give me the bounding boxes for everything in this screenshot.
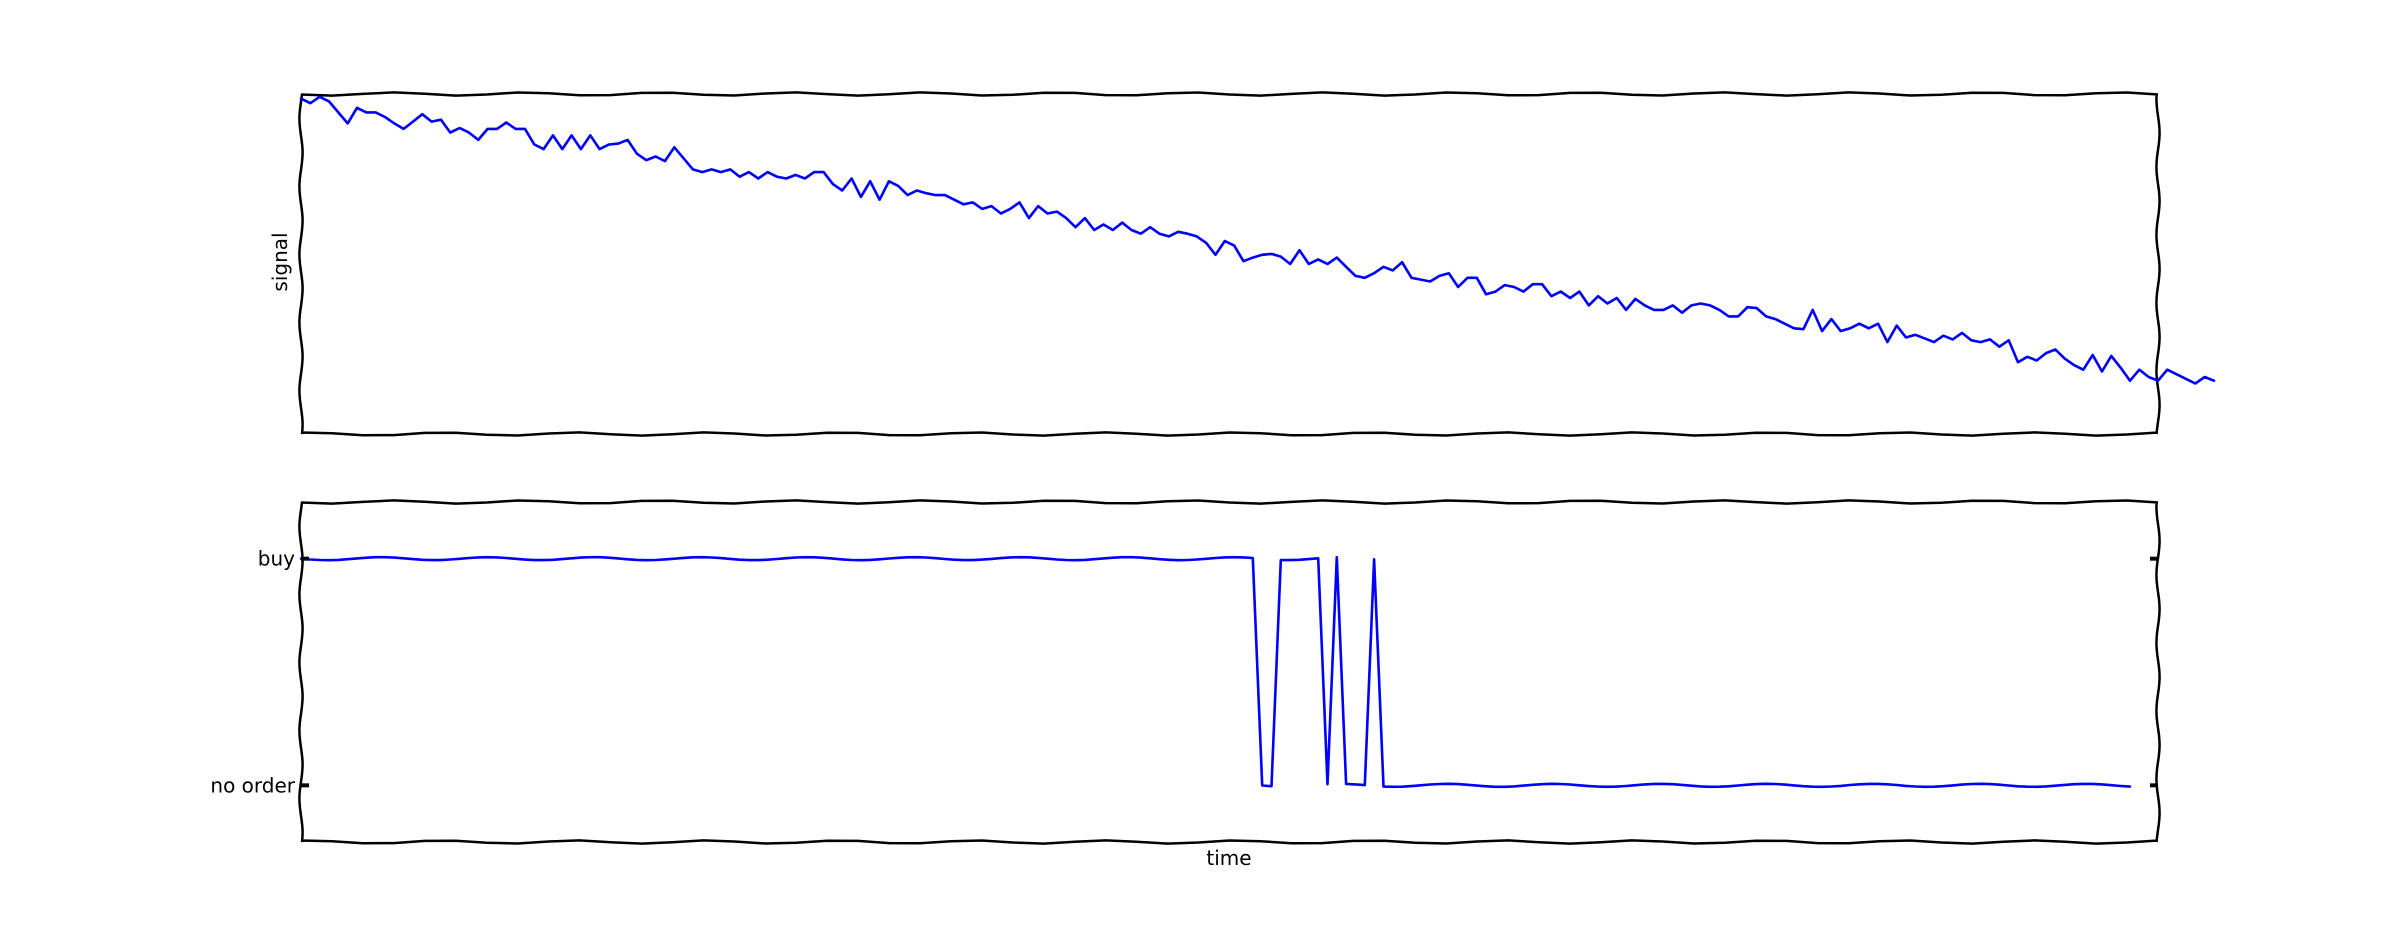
time-axis-label: time [1206,846,1251,870]
y-tick-label-no-order: no order [210,773,295,797]
signal-plot-frame [298,91,2161,437]
signal-panel: signal [268,91,2216,437]
order-plot-frame [298,499,2161,845]
y-tick-label-buy: buy [258,547,295,571]
order-panel: buy no order time [210,499,2161,870]
signal-line [299,95,2216,385]
order-line [299,555,2132,789]
order-y-ticks: buy no order [210,547,2158,797]
signal-axis-label: signal [268,232,292,291]
